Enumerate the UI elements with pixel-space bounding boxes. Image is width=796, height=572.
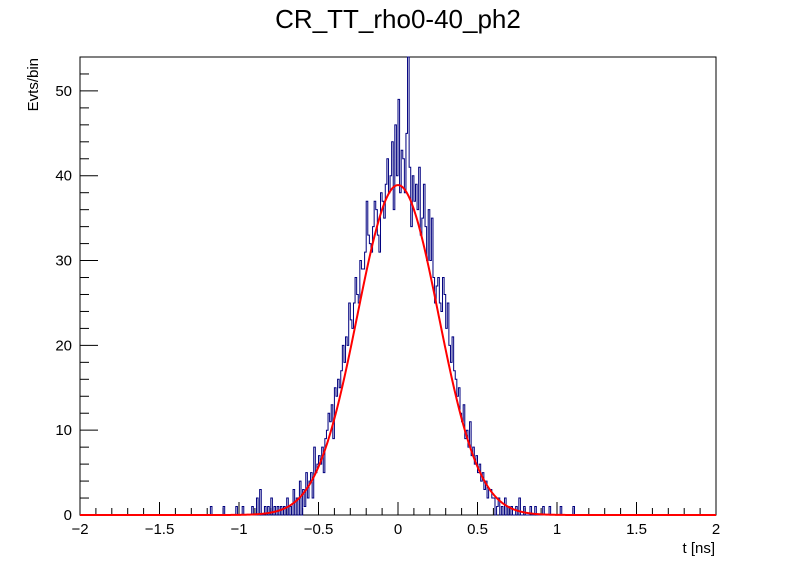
x-tick-label: 0: [394, 521, 402, 538]
x-tick-label: 2: [712, 521, 720, 538]
gaussian-fit-series: [80, 184, 716, 516]
x-tick-label: 1.5: [626, 521, 647, 538]
histogram-series: [80, 56, 716, 516]
y-axis: 0 10 20 30 40 50: [55, 56, 98, 524]
y-tick-label: 10: [55, 422, 72, 439]
x-axis: −2 −1.5 −1 −0.5 0 0.5 1 1.5 2: [71, 502, 720, 538]
x-axis-title: t [ns]: [682, 540, 715, 557]
x-tick-label: −0.5: [304, 521, 334, 538]
x-tick-label: 1: [553, 521, 561, 538]
y-tick-label: 30: [55, 253, 72, 270]
gaussian-fit-curve: [80, 184, 716, 516]
y-tick-label: 40: [55, 168, 72, 185]
y-tick-label: 0: [64, 507, 72, 524]
x-tick-label: −2: [71, 521, 88, 538]
y-tick-label: 20: [55, 337, 72, 354]
y-tick-label: 50: [55, 83, 72, 100]
x-tick-label: −1.5: [145, 521, 175, 538]
x-tick-label: −1: [230, 521, 247, 538]
chart-title: CR_TT_rho0-40_ph2: [275, 4, 521, 34]
histogram-bins: [80, 56, 716, 516]
x-tick-label: 0.5: [467, 521, 488, 538]
y-axis-title: Evts/bin: [25, 58, 42, 111]
